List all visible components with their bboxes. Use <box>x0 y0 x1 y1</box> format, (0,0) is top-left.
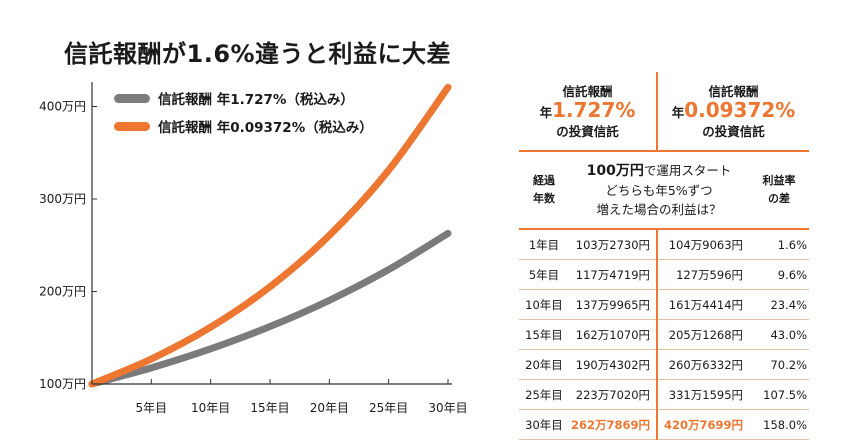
subheader-diff-line1: 利益率 <box>749 172 809 190</box>
subheader-description: 100万円で運用スタート どちらも年5%ずつ 増えた場合の利益は？ <box>569 151 749 229</box>
y-tick-label: 400万円 <box>39 100 86 114</box>
value-cell-009372: 420万7699円 <box>657 410 749 440</box>
diff-cell: 70.2% <box>749 350 809 380</box>
legend-label-gray: 信託報酬 年1.727%（税込み） <box>158 91 354 108</box>
col2-header-rate-line: 年0.09372% <box>658 101 809 122</box>
value-cell-1727: 117万4719円 <box>569 260 657 290</box>
subheader-diff-line2: の差 <box>749 190 809 208</box>
col1-header: 信託報酬 年1.727% の投資信託 <box>519 72 657 151</box>
diff-cell: 9.6% <box>749 260 809 290</box>
line-chart: 100万円 200万円 300万円 400万円 5年目 10年目 15年目 20年目 25年目 3… <box>0 0 510 426</box>
subheader-years-line1: 経過 <box>519 172 569 190</box>
y-tick-label: 200万円 <box>39 285 86 299</box>
value-cell-1727: 103万2730円 <box>569 229 657 260</box>
subheader-desc-line2: どちらも年5%ずつ <box>569 181 749 200</box>
subheader-diff: 利益率 の差 <box>749 151 809 229</box>
value-cell-1727: 137万9965円 <box>569 290 657 320</box>
col1-header-line3: の投資信託 <box>519 122 656 141</box>
year-cell: 25年目 <box>519 380 569 410</box>
x-tick-label: 5年目 <box>136 401 168 415</box>
col1-header-rate: 1.727% <box>552 98 635 122</box>
diff-cell: 23.4% <box>749 290 809 320</box>
diff-cell: 43.0% <box>749 320 809 350</box>
table-subheader-row: 経過 年数 100万円で運用スタート どちらも年5%ずつ 増えた場合の利益は？ … <box>519 151 809 229</box>
legend-swatch-orange <box>114 122 150 131</box>
subheader-years: 経過 年数 <box>519 151 569 229</box>
x-tick-label: 20年目 <box>310 401 349 415</box>
y-tick-label: 100万円 <box>39 377 86 391</box>
value-cell-009372: 205万1268円 <box>657 320 749 350</box>
year-cell: 20年目 <box>519 350 569 380</box>
subheader-desc-highlight: 100万円 <box>587 163 644 179</box>
comparison-table: 信託報酬 年1.727% の投資信託 信託報酬 年0.09372% の投資信託 … <box>519 72 809 440</box>
value-cell-1727: 190万4302円 <box>569 350 657 380</box>
diff-cell: 158.0% <box>749 410 809 440</box>
col2-header-prefix: 年 <box>672 105 685 120</box>
year-cell: 15年目 <box>519 320 569 350</box>
table-header-row: 信託報酬 年1.727% の投資信託 信託報酬 年0.09372% の投資信託 <box>519 72 809 151</box>
subheader-desc-line1: 100万円で運用スタート <box>569 161 749 181</box>
legend: 信託報酬 年1.727%（税込み） 信託報酬 年0.09372%（税込み） <box>114 91 373 136</box>
legend-label-orange: 信託報酬 年0.09372%（税込み） <box>158 119 373 136</box>
x-tick-label: 30年目 <box>428 401 467 415</box>
value-cell-009372: 104万9063円 <box>657 229 749 260</box>
year-cell: 1年目 <box>519 229 569 260</box>
legend-swatch-gray <box>114 94 150 103</box>
value-cell-1727: 162万1070円 <box>569 320 657 350</box>
value-cell-009372: 260万6332円 <box>657 350 749 380</box>
diff-cell: 107.5% <box>749 380 809 410</box>
col2-header-line3: の投資信託 <box>658 122 809 141</box>
year-cell: 10年目 <box>519 290 569 320</box>
value-cell-1727: 223万7020円 <box>569 380 657 410</box>
diff-cell: 1.6% <box>749 229 809 260</box>
value-cell-009372: 127万596円 <box>657 260 749 290</box>
comparison-table-container: 信託報酬 年1.727% の投資信託 信託報酬 年0.09372% の投資信託 … <box>519 72 809 440</box>
y-tick-label: 300万円 <box>39 192 86 206</box>
col1-header-prefix: 年 <box>540 105 553 120</box>
col1-header-rate-line: 年1.727% <box>519 101 656 122</box>
x-tick-label: 25年目 <box>369 401 408 415</box>
col2-header-rate: 0.09372% <box>684 98 795 122</box>
x-tick-label: 15年目 <box>250 401 289 415</box>
subheader-desc-line3: 増えた場合の利益は？ <box>569 200 749 219</box>
col2-header: 信託報酬 年0.09372% の投資信託 <box>657 72 809 151</box>
subheader-years-line2: 年数 <box>519 190 569 208</box>
value-cell-009372: 331万1595円 <box>657 380 749 410</box>
year-cell: 5年目 <box>519 260 569 290</box>
year-cell: 30年目 <box>519 410 569 440</box>
subheader-desc-line1-rest: で運用スタート <box>644 163 732 178</box>
value-cell-009372: 161万4414円 <box>657 290 749 320</box>
value-cell-1727: 262万7869円 <box>569 410 657 440</box>
x-tick-label: 10年目 <box>191 401 230 415</box>
